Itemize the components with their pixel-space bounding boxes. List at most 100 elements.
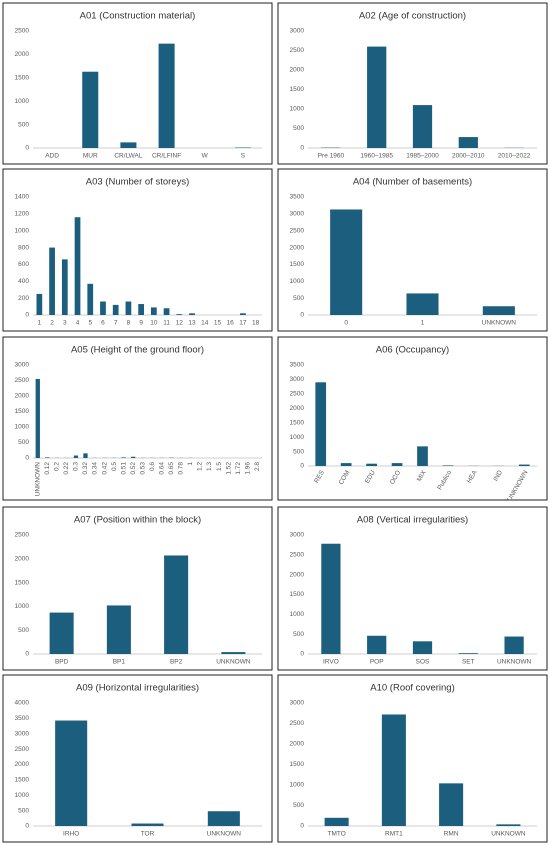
y-tick-label: 0 xyxy=(25,823,29,830)
bar xyxy=(340,463,352,466)
y-tick-label: 1000 xyxy=(15,98,30,105)
x-tick-label: BP1 xyxy=(113,659,126,666)
y-tick-label: 2500 xyxy=(15,377,30,384)
x-tick-label: 1.52 xyxy=(225,462,232,475)
x-tick-label: 2.8 xyxy=(254,462,261,471)
x-tick-label: 0.6 xyxy=(149,462,156,471)
chart-title: A05 (Height of the ground floor) xyxy=(71,345,204,356)
x-tick-label: UNKNOWN xyxy=(482,320,517,327)
bar xyxy=(45,457,50,458)
bar xyxy=(83,453,88,458)
y-tick-label: 3000 xyxy=(290,532,305,539)
y-tick-label: 2000 xyxy=(15,761,30,768)
y-tick-label: 2000 xyxy=(290,67,305,74)
x-tick-label: S xyxy=(241,153,246,160)
chart-title: A02 (Age of construction) xyxy=(359,11,466,22)
x-tick-label: IRVO xyxy=(323,659,339,666)
x-tick-label: 9 xyxy=(139,320,143,327)
y-tick-label: 2500 xyxy=(290,720,305,727)
y-tick-label: 500 xyxy=(293,125,304,132)
y-tick-label: 1000 xyxy=(15,603,30,610)
bar xyxy=(131,456,136,458)
y-tick-label: 2000 xyxy=(290,405,305,412)
panel xyxy=(2,168,273,332)
y-tick-label: 1000 xyxy=(15,424,30,431)
chart-title: A06 (Occupancy) xyxy=(376,345,449,356)
y-tick-label: 0 xyxy=(300,463,304,470)
x-tick-label: SOS xyxy=(416,659,430,666)
y-tick-label: 0 xyxy=(25,651,29,658)
y-tick-label: 600 xyxy=(18,261,29,268)
x-tick-label: 1960–1985 xyxy=(360,153,393,160)
x-tick-label: UNKNOWN xyxy=(497,659,532,666)
y-tick-label: 500 xyxy=(18,121,29,128)
x-tick-label: 2000–2010 xyxy=(452,153,485,160)
y-tick-label: 500 xyxy=(18,807,29,814)
x-tick-label: UNKNOWN xyxy=(216,659,251,666)
bar xyxy=(131,823,164,826)
bar xyxy=(49,612,74,654)
y-tick-label: 2500 xyxy=(290,552,305,559)
x-tick-label: ADD xyxy=(45,153,59,160)
y-tick-label: 200 xyxy=(18,295,29,302)
y-tick-label: 2500 xyxy=(15,532,30,539)
y-tick-label: 1500 xyxy=(15,579,30,586)
x-tick-label: 1 xyxy=(421,320,425,327)
x-tick-label: TMTO xyxy=(327,831,345,838)
bar xyxy=(417,446,428,466)
bar xyxy=(458,137,478,148)
x-tick-label: 2 xyxy=(50,320,54,327)
x-tick-label: 1.72 xyxy=(235,462,242,475)
x-tick-label: UNKNOWN xyxy=(207,831,242,838)
bar xyxy=(35,378,40,458)
bar xyxy=(87,283,94,315)
bar xyxy=(504,636,524,654)
y-tick-label: 2500 xyxy=(290,227,305,234)
x-tick-label: 1.2 xyxy=(197,462,204,471)
y-tick-label: 2500 xyxy=(290,47,305,54)
bar xyxy=(367,635,387,654)
y-tick-label: 0 xyxy=(300,651,304,658)
panel xyxy=(277,674,548,843)
panel xyxy=(2,2,273,165)
bar xyxy=(321,543,341,654)
y-tick-label: 1400 xyxy=(15,194,30,201)
y-tick-label: 2500 xyxy=(15,746,30,753)
y-tick-label: 1000 xyxy=(15,227,30,234)
y-tick-label: 0 xyxy=(300,145,304,152)
x-tick-label: 3 xyxy=(63,320,67,327)
x-tick-label: 11 xyxy=(163,320,170,327)
y-tick-label: 3000 xyxy=(290,700,305,707)
bar xyxy=(366,463,377,466)
bar xyxy=(442,465,454,466)
x-tick-label: 0.34 xyxy=(92,462,99,475)
y-tick-label: 1000 xyxy=(290,782,305,789)
x-tick-label: 8 xyxy=(127,320,131,327)
bar xyxy=(120,142,137,148)
chart-title: A03 (Number of storeys) xyxy=(86,177,189,188)
y-tick-label: 3000 xyxy=(290,376,305,383)
bar xyxy=(112,304,119,315)
y-tick-label: 1500 xyxy=(290,761,305,768)
x-tick-label: SET xyxy=(462,659,475,666)
y-tick-label: 500 xyxy=(293,448,304,455)
x-tick-label: CR/LFINF xyxy=(152,153,181,160)
y-tick-label: 2000 xyxy=(15,556,30,563)
y-tick-label: 0 xyxy=(25,145,29,152)
panel xyxy=(277,2,548,165)
y-tick-label: 1200 xyxy=(15,211,30,218)
y-tick-label: 1000 xyxy=(290,106,305,113)
y-tick-label: 3000 xyxy=(290,211,305,218)
y-tick-label: 2500 xyxy=(290,391,305,398)
bar xyxy=(125,301,132,315)
bar xyxy=(207,811,240,826)
x-tick-label: 1985–2000 xyxy=(406,153,439,160)
y-tick-label: 3500 xyxy=(15,715,30,722)
chart-title: A08 (Vertical irregularities) xyxy=(357,515,468,526)
y-tick-label: 1500 xyxy=(290,86,305,93)
bar xyxy=(106,605,131,654)
x-tick-label: 1.5 xyxy=(216,462,223,471)
y-tick-label: 1500 xyxy=(290,419,305,426)
bar xyxy=(49,247,55,315)
y-tick-label: 400 xyxy=(18,278,29,285)
